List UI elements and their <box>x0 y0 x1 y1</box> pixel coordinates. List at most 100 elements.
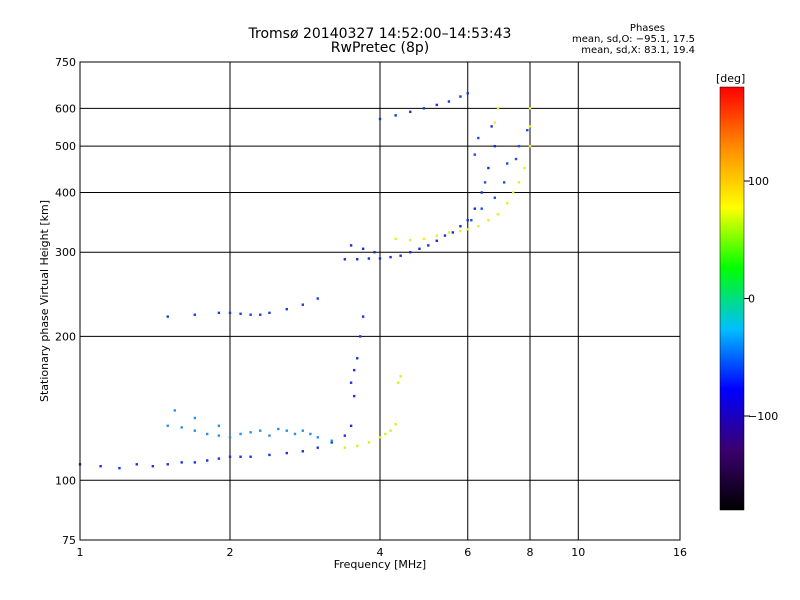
phases-label: Phases <box>629 23 665 34</box>
data-point <box>330 439 333 442</box>
data-point <box>352 394 356 398</box>
data-point <box>435 234 438 237</box>
data-point <box>268 453 271 457</box>
data-point <box>487 166 490 170</box>
y-tick-label: 750 <box>55 56 76 69</box>
colorbar-tick-label: 100 <box>748 175 769 188</box>
data-point <box>268 311 271 315</box>
x-tick-label: 4 <box>377 546 384 559</box>
grid-lines <box>80 62 680 540</box>
data-point <box>349 381 353 384</box>
data-point <box>316 436 319 439</box>
data-point <box>483 181 487 184</box>
data-point <box>409 238 412 242</box>
data-point <box>166 315 169 318</box>
data-point <box>330 441 333 444</box>
data-point <box>480 191 483 194</box>
data-point <box>343 446 347 449</box>
data-point <box>217 424 221 428</box>
data-point <box>361 315 365 318</box>
data-point <box>394 423 397 426</box>
data-point <box>193 461 197 464</box>
data-point <box>249 431 252 434</box>
data-point <box>367 257 371 260</box>
data-point <box>268 434 271 437</box>
data-point <box>514 157 518 161</box>
data-point <box>466 219 469 222</box>
data-point <box>459 229 462 233</box>
data-point <box>166 424 169 428</box>
data-point <box>505 201 509 205</box>
data-point <box>435 239 438 242</box>
x-tick-label: 8 <box>527 546 534 559</box>
data-point <box>447 100 451 103</box>
data-point <box>217 457 221 460</box>
data-point <box>217 434 221 437</box>
y-tick-label: 75 <box>62 534 76 547</box>
data-point <box>239 312 242 315</box>
data-point <box>451 231 455 234</box>
data-point <box>309 432 312 436</box>
x-tick-label: 1 <box>77 546 84 559</box>
data-point <box>493 196 497 199</box>
data-point <box>470 219 473 222</box>
x-axis-label: Frequency [MHz] <box>334 558 426 571</box>
data-point <box>523 166 526 170</box>
y-tick-label: 600 <box>55 102 76 115</box>
data-point <box>239 455 242 458</box>
data-point <box>249 455 252 458</box>
data-point <box>399 375 402 378</box>
data-point <box>394 237 397 241</box>
data-point <box>301 303 305 306</box>
data-point <box>490 125 493 128</box>
data-point <box>343 258 347 261</box>
data-point <box>205 432 209 436</box>
data-point <box>228 455 232 458</box>
x-tick-label: 2 <box>227 546 234 559</box>
data-point <box>526 128 529 132</box>
phases-o-stats: mean, sd,O: −95.1, 17.5 <box>572 34 695 45</box>
data-point <box>358 335 362 338</box>
data-point <box>459 95 462 98</box>
data-point <box>285 307 288 311</box>
data-point <box>493 144 497 148</box>
data-point <box>259 313 262 316</box>
x-axis-ticks: 1 2 4 6 8 10 16 <box>77 546 688 559</box>
data-point <box>517 181 521 184</box>
data-point <box>435 103 438 107</box>
data-point <box>316 446 319 449</box>
data-point <box>511 191 515 194</box>
data-point <box>447 231 451 234</box>
x-tick-label: 6 <box>464 546 471 559</box>
data-point <box>422 107 426 110</box>
data-point <box>493 121 497 124</box>
data-point <box>528 125 532 128</box>
data-point <box>151 465 155 468</box>
data-point <box>427 244 430 247</box>
x-tick-label: 10 <box>571 546 585 559</box>
plot-frame <box>79 61 681 541</box>
data-point <box>361 247 365 250</box>
data-point <box>349 424 353 428</box>
y-axis-ticks: 75 100 200 300 400 500 600 750 <box>55 56 76 547</box>
data-point <box>378 117 382 121</box>
data-point <box>477 225 480 228</box>
data-point <box>293 432 297 436</box>
colorbar-tick-label: −100 <box>748 410 778 423</box>
data-point <box>373 251 376 254</box>
data-point <box>528 144 532 148</box>
data-point <box>418 247 421 250</box>
data-point <box>355 444 359 448</box>
data-point <box>389 429 392 432</box>
data-point <box>409 251 412 254</box>
data-point <box>477 136 480 140</box>
data-point <box>487 219 490 222</box>
data-point <box>118 466 121 470</box>
data-point <box>99 465 102 468</box>
data-point <box>277 427 280 431</box>
data-point <box>473 153 477 156</box>
chart-subtitle: RwPretec (8p) <box>330 40 430 56</box>
data-point <box>352 368 356 372</box>
y-tick-label: 400 <box>55 186 76 199</box>
